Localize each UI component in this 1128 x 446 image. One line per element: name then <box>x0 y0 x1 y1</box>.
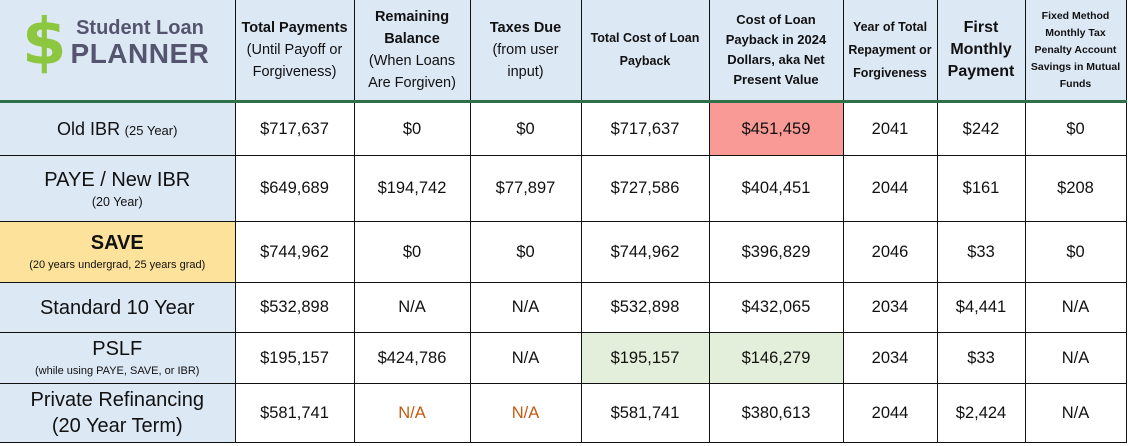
cell-tax-savings: $0 <box>1024 101 1127 156</box>
cell-total-payments: $744,962 <box>234 221 355 283</box>
table-row: Private Refinancing (20 Year Term) $581,… <box>0 383 1127 443</box>
cell-first-payment: $33 <box>936 332 1026 384</box>
plan-label: SAVE (20 years undergrad, 25 years grad) <box>0 221 236 283</box>
cell-first-payment: $161 <box>936 155 1026 222</box>
cell-taxes-due: $0 <box>469 221 582 283</box>
student-loan-planner-logo: $ Student Loan PLANNER <box>2 0 233 93</box>
cell-npv: $146,279 <box>708 332 844 384</box>
cell-year: 2034 <box>842 332 938 384</box>
cell-taxes-due: N/A <box>469 332 582 384</box>
cell-remaining-balance: N/A <box>353 383 471 443</box>
cell-total-payments: $649,689 <box>234 155 355 222</box>
table-row: Old IBR (25 Year) $717,637 $0 $0 $717,63… <box>0 101 1127 156</box>
cell-total-cost: $744,962 <box>580 221 710 283</box>
cell-remaining-balance: $0 <box>353 221 471 283</box>
header-npv: Cost of Loan Payback in 2024 Dollars, ak… <box>708 0 844 103</box>
header-total-cost: Total Cost of Loan Payback <box>580 0 710 103</box>
cell-year: 2044 <box>842 383 938 443</box>
cell-total-cost: $195,157 <box>580 332 710 384</box>
cell-total-cost: $532,898 <box>580 282 710 333</box>
cell-taxes-due: $77,897 <box>469 155 582 222</box>
header-first-payment: First Monthly Payment <box>936 0 1026 103</box>
cell-year: 2044 <box>842 155 938 222</box>
plan-label: Private Refinancing (20 Year Term) <box>0 383 236 443</box>
cell-taxes-due: $0 <box>469 101 582 156</box>
cell-tax-savings: N/A <box>1024 282 1127 333</box>
table-row: Standard 10 Year $532,898 N/A N/A $532,8… <box>0 282 1127 333</box>
cell-remaining-balance: N/A <box>353 282 471 333</box>
cell-total-payments: $532,898 <box>234 282 355 333</box>
header-taxes-due: Taxes Due (from user input) <box>469 0 582 103</box>
cell-npv: $432,065 <box>708 282 844 333</box>
header-total-payments: Total Payments (Until Payoff or Forgiven… <box>234 0 355 103</box>
cell-taxes-due: N/A <box>469 282 582 333</box>
header-year: Year of Total Repayment or Forgiveness <box>842 0 938 103</box>
cell-tax-savings: N/A <box>1024 383 1127 443</box>
cell-first-payment: $33 <box>936 221 1026 283</box>
header-tax-savings: Fixed Method Monthly Tax Penalty Account… <box>1024 0 1127 103</box>
cell-first-payment: $4,441 <box>936 282 1026 333</box>
cell-first-payment: $2,424 <box>936 383 1026 443</box>
cell-year: 2034 <box>842 282 938 333</box>
cell-total-cost: $717,637 <box>580 101 710 156</box>
cell-total-payments: $195,157 <box>234 332 355 384</box>
cell-total-payments: $717,637 <box>234 101 355 156</box>
cell-total-cost: $581,741 <box>580 383 710 443</box>
cell-npv: $380,613 <box>708 383 844 443</box>
cell-year: 2046 <box>842 221 938 283</box>
cell-remaining-balance: $0 <box>353 101 471 156</box>
cell-first-payment: $242 <box>936 101 1026 156</box>
table-row: PSLF (while using PAYE, SAVE, or IBR) $1… <box>0 332 1127 384</box>
table-row: PAYE / New IBR (20 Year) $649,689 $194,7… <box>0 155 1127 222</box>
cell-total-cost: $727,586 <box>580 155 710 222</box>
logo-text-line2: PLANNER <box>70 38 210 69</box>
cell-npv: $451,459 <box>708 101 844 156</box>
cell-taxes-due: N/A <box>469 383 582 443</box>
plan-label: Old IBR (25 Year) <box>0 101 236 156</box>
cell-npv: $396,829 <box>708 221 844 283</box>
table-row: SAVE (20 years undergrad, 25 years grad)… <box>0 221 1127 283</box>
logo-text-line1: Student Loan <box>76 17 204 39</box>
plan-label: Standard 10 Year <box>0 282 236 333</box>
cell-tax-savings: $0 <box>1024 221 1127 283</box>
logo-cell: $ Student Loan PLANNER <box>0 0 236 103</box>
cell-total-payments: $581,741 <box>234 383 355 443</box>
cell-tax-savings: $208 <box>1024 155 1127 222</box>
plan-label: PSLF (while using PAYE, SAVE, or IBR) <box>0 332 236 384</box>
cell-remaining-balance: $424,786 <box>353 332 471 384</box>
header-remaining-balance: Remaining Balance (When Loans Are Forgiv… <box>353 0 471 103</box>
cell-remaining-balance: $194,742 <box>353 155 471 222</box>
cell-year: 2041 <box>842 101 938 156</box>
cell-tax-savings: N/A <box>1024 332 1127 384</box>
cell-npv: $404,451 <box>708 155 844 222</box>
plan-label: PAYE / New IBR (20 Year) <box>0 155 236 222</box>
header-row: $ Student Loan PLANNER Total Payments (U… <box>0 0 1127 103</box>
dollar-sign-icon: $ <box>22 6 67 80</box>
